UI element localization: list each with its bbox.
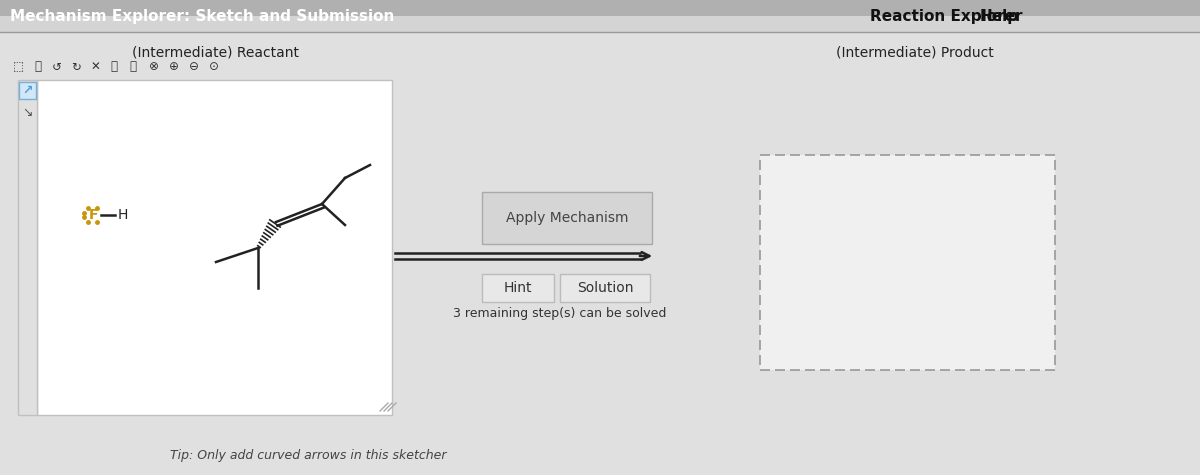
Text: ↻: ↻ [71, 60, 80, 74]
FancyBboxPatch shape [560, 274, 650, 302]
Bar [0, 0, 1200, 32]
Text: ⬚: ⬚ [12, 60, 24, 74]
FancyBboxPatch shape [19, 82, 36, 99]
Bar [0, 0, 1200, 16]
Text: Tip: Only add curved arrows in this sketcher: Tip: Only add curved arrows in this sket… [170, 448, 446, 462]
Text: Mechanism Explorer: Sketch and Submission: Mechanism Explorer: Sketch and Submissio… [10, 9, 395, 23]
Bar [760, 155, 1055, 370]
Text: ⊕: ⊕ [169, 60, 179, 74]
Bar [18, 80, 37, 415]
Text: Solution: Solution [577, 281, 634, 295]
Text: Hint: Hint [504, 281, 533, 295]
Text: (Intermediate) Product: (Intermediate) Product [836, 45, 994, 59]
Text: ⊗: ⊗ [149, 60, 158, 74]
Text: (Intermediate) Reactant: (Intermediate) Reactant [132, 45, 299, 59]
Text: ⬭: ⬭ [35, 60, 42, 74]
Text: ⊙: ⊙ [209, 60, 218, 74]
Text: ✕: ✕ [90, 60, 100, 74]
FancyBboxPatch shape [482, 274, 554, 302]
Bar [37, 80, 392, 415]
Text: Help: Help [980, 9, 1019, 23]
Text: ↗: ↗ [23, 84, 32, 96]
Text: F: F [89, 208, 97, 222]
Text: 3 remaining step(s) can be solved: 3 remaining step(s) can be solved [454, 307, 667, 321]
Text: ↺: ↺ [52, 60, 62, 74]
Text: ↘: ↘ [23, 106, 32, 120]
Text: ⎘: ⎘ [110, 60, 118, 74]
Text: H: H [118, 208, 128, 222]
FancyBboxPatch shape [482, 192, 652, 244]
Text: ⎙: ⎙ [130, 60, 137, 74]
Text: ⊖: ⊖ [190, 60, 199, 74]
Text: Apply Mechanism: Apply Mechanism [505, 211, 629, 225]
Text: Reaction Explorer: Reaction Explorer [870, 9, 1022, 23]
